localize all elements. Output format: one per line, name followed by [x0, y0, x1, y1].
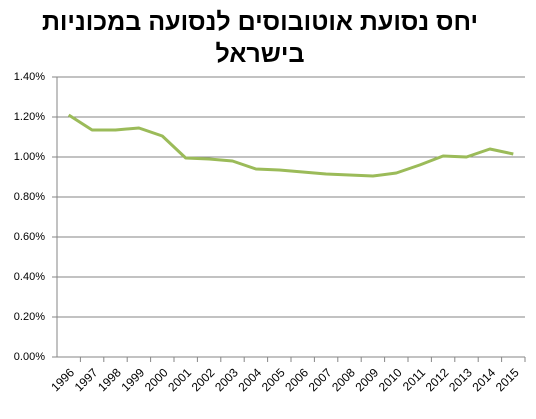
- x-tick-label: 2006: [282, 365, 311, 394]
- x-tick-label: 1996: [48, 365, 77, 394]
- x-tick-label: 2013: [446, 365, 475, 394]
- x-tick-label: 2010: [376, 365, 405, 394]
- x-tick-label: 2014: [469, 365, 498, 394]
- x-tick-label: 2000: [142, 365, 171, 394]
- y-tick-label: 0.80%: [14, 191, 45, 203]
- y-tick-label: 1.00%: [14, 151, 45, 163]
- x-tick-label: 2002: [189, 365, 218, 394]
- x-tick-label: 2012: [423, 365, 452, 394]
- x-tick-label: 2007: [306, 365, 335, 394]
- x-tick-label: 2009: [352, 365, 381, 394]
- y-tick-label: 0.40%: [14, 271, 45, 283]
- x-tick-label: 1997: [72, 365, 101, 394]
- x-tick-label: 2003: [212, 365, 241, 394]
- x-tick-label: 2008: [329, 365, 358, 394]
- x-tick-label: 2004: [235, 365, 264, 394]
- chart-title: יחס נסועת אוטובוסים לנסועה במכוניות בישר…: [41, 8, 479, 68]
- x-tick-label: 2015: [493, 365, 522, 394]
- y-tick-label: 1.40%: [14, 71, 45, 83]
- y-tick-label: 0.20%: [14, 311, 45, 323]
- x-tick-label: 2005: [259, 365, 288, 394]
- x-tick-label: 2011: [400, 365, 428, 393]
- data-line: [67, 113, 514, 178]
- x-tick-label: 1999: [118, 365, 147, 394]
- y-tick-label: 1.20%: [14, 111, 45, 123]
- y-tick-label: 0.00%: [14, 351, 45, 363]
- x-tick-label: 2001: [165, 365, 194, 394]
- x-tick-label: 1998: [95, 365, 124, 394]
- y-tick-label: 0.60%: [14, 231, 45, 243]
